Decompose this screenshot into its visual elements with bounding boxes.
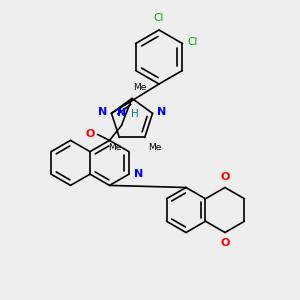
- Text: H: H: [131, 109, 139, 119]
- Text: O: O: [220, 172, 230, 182]
- Text: O: O: [86, 128, 95, 139]
- Text: Me: Me: [108, 143, 122, 152]
- Text: O: O: [220, 238, 230, 248]
- Text: Cl: Cl: [188, 37, 198, 47]
- Text: N: N: [134, 169, 144, 179]
- Text: Me: Me: [133, 83, 146, 92]
- Text: N: N: [117, 108, 127, 118]
- Text: N: N: [98, 107, 107, 117]
- Text: Me: Me: [148, 143, 161, 152]
- Text: N: N: [157, 107, 166, 117]
- Text: Cl: Cl: [154, 14, 164, 23]
